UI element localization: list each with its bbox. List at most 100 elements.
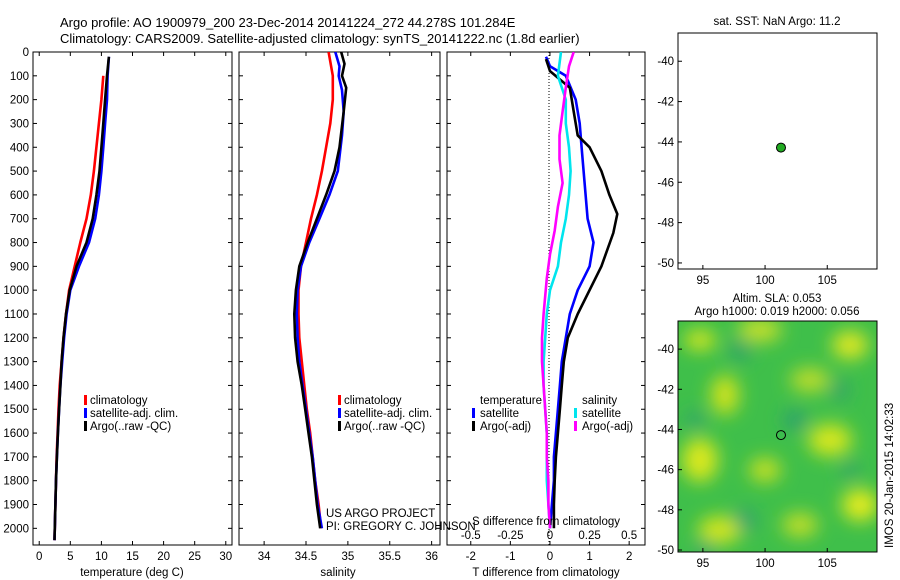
salinity-panel-frame: [238, 51, 441, 546]
depth-tick-label: 800: [10, 238, 29, 250]
legend-header-temperature: temperature: [480, 395, 542, 407]
temperature-tick-label: 0: [36, 551, 42, 563]
salinity-tick-label: 36: [425, 551, 438, 563]
legend-swatch-satellite: [338, 408, 341, 418]
series-line-satellite_adj: [53, 56, 111, 541]
depth-tick-label: 0: [23, 47, 29, 59]
temperature-tick-label: 10: [95, 551, 108, 563]
legend-swatch-t-satellite: [472, 408, 475, 418]
temperature-tick-label: 15: [126, 551, 139, 563]
axis-ticks: 0100200300400500600700800900100011001200…: [3, 47, 645, 563]
pi-credit: PI: GREGORY C. JOHNSON: [326, 521, 476, 533]
salinity-tick-label: 35: [341, 551, 354, 563]
sla-map-x-tick-label: 105: [818, 558, 837, 570]
depth-tick-label: 1400: [3, 380, 29, 392]
legend-swatch-t-argo: [472, 421, 475, 431]
sla-title-line2: Argo h1000: 0.019 h2000: 0.056: [695, 306, 860, 318]
depth-tick-label: 700: [10, 214, 29, 226]
sla-map-y-tick-label: -50: [657, 545, 674, 557]
sst-map-float-marker: [775, 142, 786, 153]
series-line-argo: [53, 56, 111, 541]
salinity-tick-label: 35.5: [379, 551, 401, 563]
depth-tick-label: 1500: [3, 404, 29, 416]
sla-map-y-tick-label: -40: [657, 344, 674, 356]
salinity-profile-lines: [292, 52, 348, 529]
t-difference-tick-label: -1: [505, 551, 515, 563]
sst-map-x-tick-label: 100: [755, 275, 774, 287]
t-difference-axis-label: T difference from climatology: [472, 567, 619, 579]
temperature-profile-lines: [53, 56, 111, 541]
sst-map-y-tick-label: -40: [657, 56, 674, 68]
s-difference-tick-label: 0.5: [621, 530, 637, 542]
depth-tick-label: 1000: [3, 285, 29, 297]
sla-title-line1: Altim. SLA: 0.053: [733, 293, 822, 305]
t-difference-tick-label: 1: [586, 551, 592, 563]
depth-tick-label: 500: [10, 166, 29, 178]
s-difference-tick-label: 0: [547, 530, 553, 542]
legend-label-climatology: climatology: [90, 395, 148, 407]
s-difference-tick-label: 0.25: [578, 530, 600, 542]
sst-map-frame: [677, 32, 878, 270]
legend-label-satellite: satellite-adj. clim.: [344, 408, 432, 420]
sst-map-y-tick-label: -44: [657, 137, 674, 149]
series-line-argo: [292, 52, 348, 529]
legend-swatch-s-satellite: [574, 408, 577, 418]
map-markers: 95 100 105 -40 -42 -44 -46 -48 -50 95 100 105 -40 -42…: [657, 56, 836, 570]
depth-tick-label: 1600: [3, 428, 29, 440]
sla-map-frame: [677, 320, 878, 553]
difference-panel-frame: [446, 51, 646, 546]
legend-label-s-satellite: satellite: [582, 408, 621, 420]
figure-title-line1: Argo profile: AO 1900979_200 23-Dec-2014…: [60, 15, 516, 30]
imos-watermark: IMOS 20-Jan-2015 14:02:33: [884, 403, 896, 548]
legend-label-s-argo: Argo(-adj): [582, 421, 633, 433]
sla-map-y-tick-label: -44: [657, 424, 674, 436]
legend-label-climatology: climatology: [344, 395, 402, 407]
legend-swatch-argo: [84, 421, 87, 431]
legend-label-satellite: satellite-adj. clim.: [90, 408, 178, 420]
temperature-tick-label: 20: [157, 551, 170, 563]
temperature-legend: climatology satellite-adj. clim. Argo(..…: [84, 395, 178, 433]
legend-swatch-climatology: [84, 395, 87, 405]
project-credit: US ARGO PROJECT: [326, 508, 435, 520]
depth-tick-label: 200: [10, 95, 29, 107]
salinity-axis-label: salinity: [320, 567, 355, 579]
series-line-temperature-satellite_adj: [544, 56, 595, 529]
legend-label-t-satellite: satellite: [480, 408, 519, 420]
salinity-legend: climatology satellite-adj. clim. Argo(..…: [338, 395, 432, 433]
difference-profile-lines: [540, 52, 619, 529]
series-line-climatology: [53, 75, 105, 541]
sst-map-y-tick-label: -48: [657, 218, 674, 230]
legend-label-t-argo: Argo(-adj): [480, 421, 531, 433]
salinity-tick-label: 34.5: [295, 551, 317, 563]
sst-map-x-tick-label: 95: [696, 275, 709, 287]
sla-map-x-tick-label: 95: [696, 558, 709, 570]
s-difference-tick-label: -0.25: [497, 530, 523, 542]
series-line-climatology: [297, 52, 335, 529]
t-difference-tick-label: 0: [547, 551, 553, 563]
temperature-axis-label: temperature (deg C): [80, 567, 184, 579]
depth-tick-label: 300: [10, 118, 29, 130]
temperature-panel-frame: [32, 51, 233, 546]
temperature-tick-label: 5: [67, 551, 73, 563]
depth-tick-label: 400: [10, 142, 29, 154]
sla-map-float-marker: [775, 430, 786, 441]
t-difference-tick-label: -2: [466, 551, 476, 563]
depth-tick-label: 1200: [3, 333, 29, 345]
sla-map-y-tick-label: -42: [657, 384, 674, 396]
difference-legend: temperature salinity satellite Argo(-adj…: [472, 395, 633, 433]
s-difference-axis-label: S difference from climatology: [472, 516, 620, 528]
depth-tick-label: 900: [10, 261, 29, 273]
sla-map-x-tick-label: 100: [755, 558, 774, 570]
temperature-tick-label: 25: [188, 551, 201, 563]
depth-tick-label: 1800: [3, 476, 29, 488]
depth-tick-label: 1300: [3, 357, 29, 369]
sst-map-title: sat. SST: NaN Argo: 11.2: [714, 16, 841, 28]
sst-map-y-tick-label: -46: [657, 177, 674, 189]
legend-header-salinity: salinity: [582, 395, 617, 407]
depth-tick-label: 100: [10, 71, 29, 83]
salinity-tick-label: 34: [258, 551, 271, 563]
legend-swatch-satellite: [84, 408, 87, 418]
legend-label-argo: Argo(..raw -QC): [344, 421, 425, 433]
depth-tick-label: 1700: [3, 452, 29, 464]
